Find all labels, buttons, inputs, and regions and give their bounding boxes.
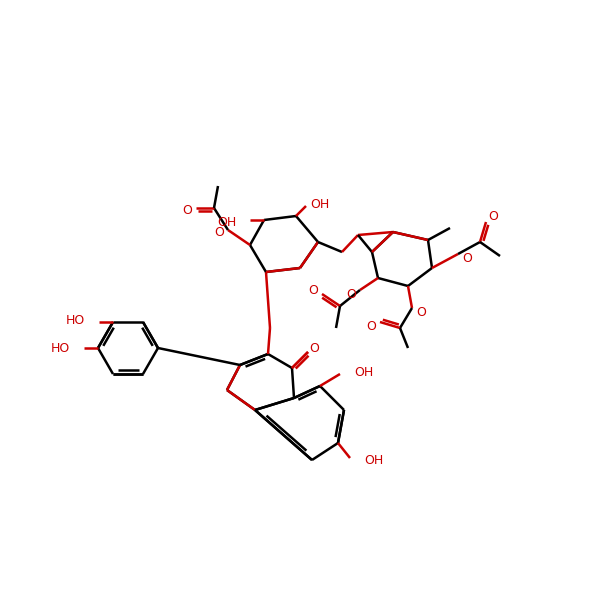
Text: O: O [182, 203, 192, 217]
Text: OH: OH [364, 454, 383, 467]
Text: HO: HO [51, 341, 70, 355]
Text: O: O [214, 226, 224, 238]
Text: O: O [366, 319, 376, 332]
Text: OH: OH [310, 197, 329, 211]
Text: O: O [416, 305, 426, 319]
Text: O: O [308, 283, 318, 296]
Text: O: O [488, 209, 498, 223]
Text: OH: OH [354, 365, 373, 379]
Text: HO: HO [66, 314, 85, 326]
Text: O: O [462, 251, 472, 265]
Text: OH: OH [217, 215, 236, 229]
Text: O: O [346, 287, 356, 301]
Text: O: O [309, 341, 319, 355]
